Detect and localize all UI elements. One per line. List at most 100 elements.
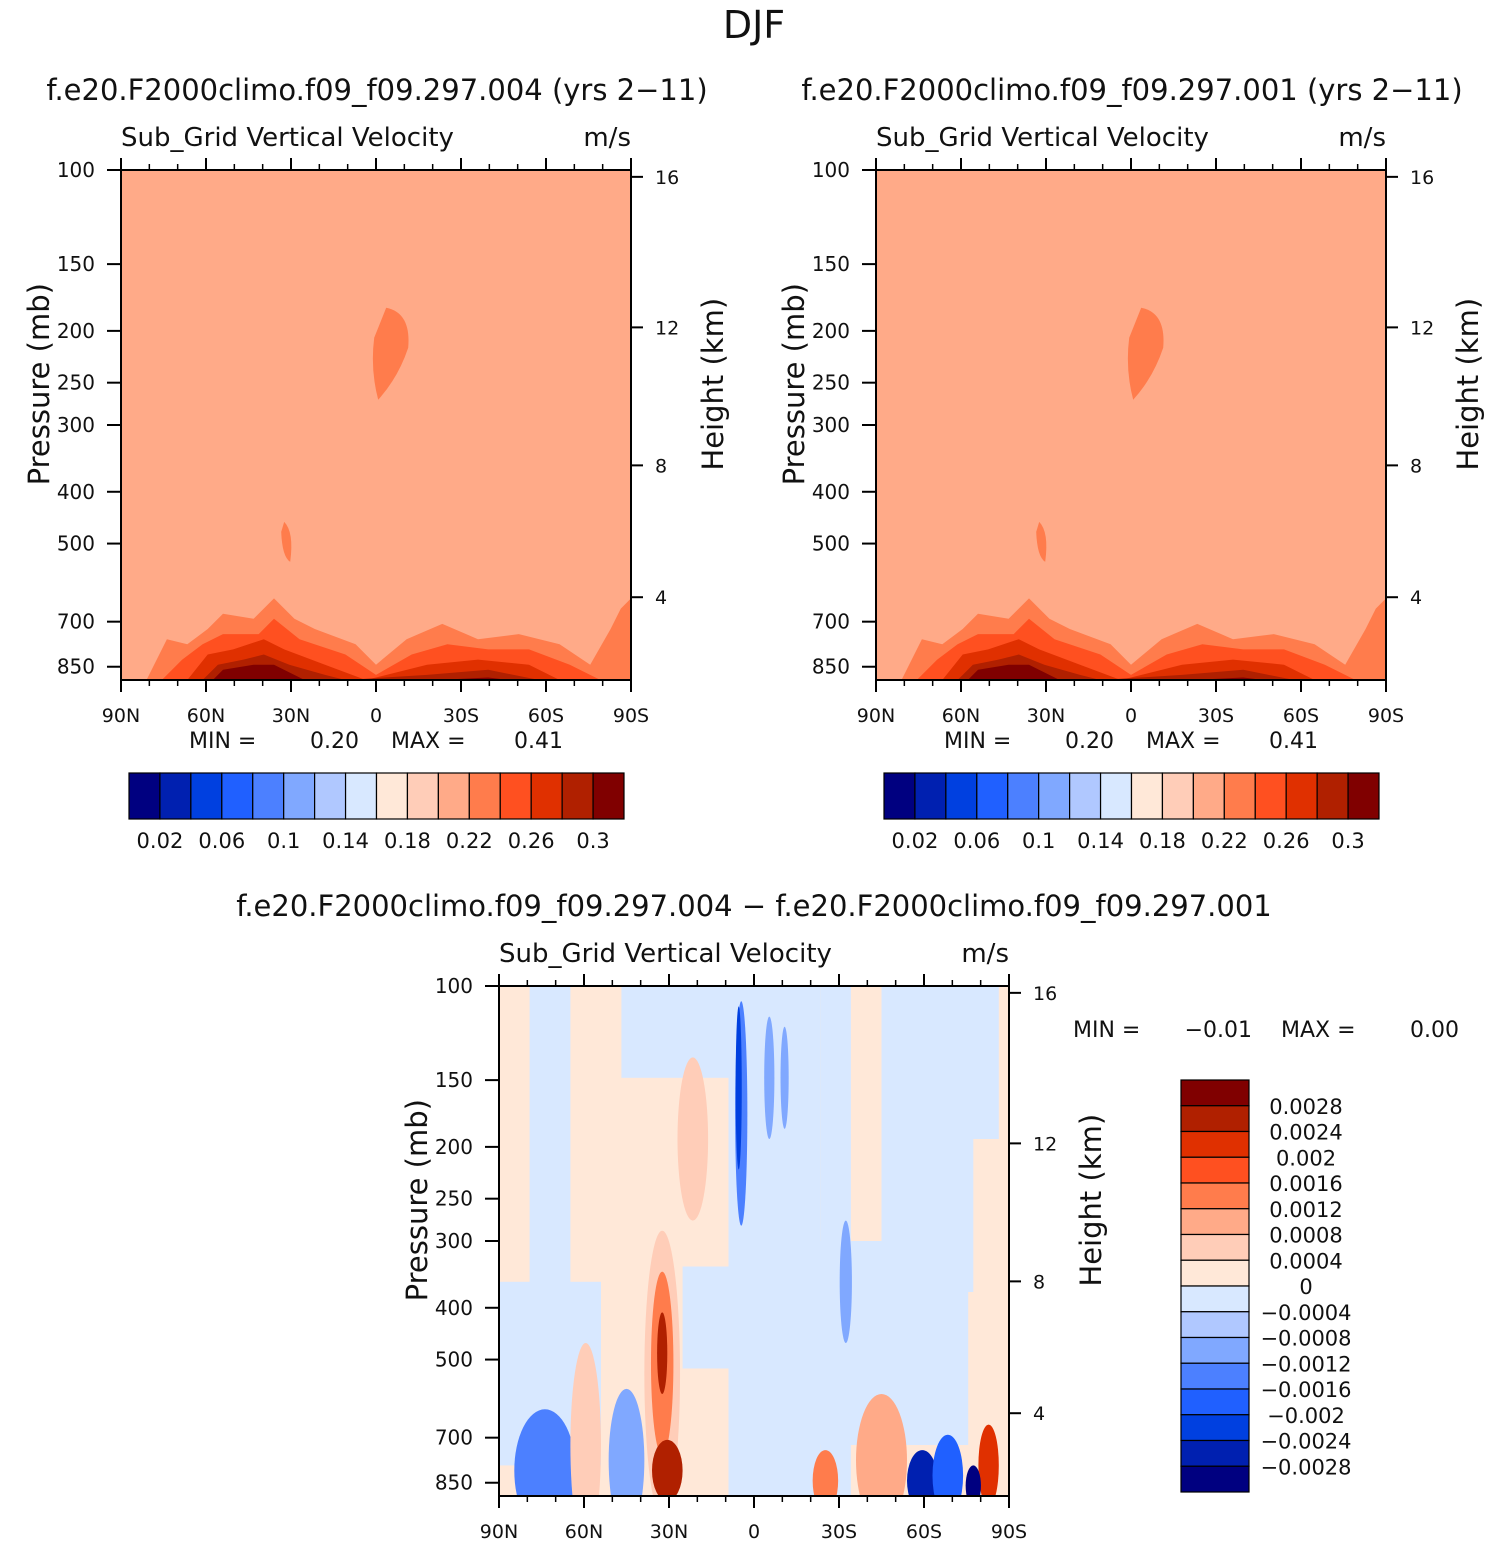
- contour-band-max: [121, 664, 631, 680]
- colorbar-box: [1069, 772, 1102, 820]
- units-label: m/s: [1338, 123, 1386, 153]
- colorbar-box: [883, 772, 916, 820]
- colorbar-box: [1180, 1156, 1250, 1184]
- contour-neg-blob: [780, 1026, 789, 1129]
- contour-neg-blob: [514, 1409, 576, 1496]
- x-tick-label: 60S: [1283, 705, 1319, 727]
- contour-region: [968, 986, 999, 1139]
- y-tick-label: 300: [435, 1229, 473, 1253]
- colorbar-box: [976, 772, 1009, 820]
- panel-difference: f.e20.F2000climo.f09_f09.297.004 − f.e20…: [236, 889, 1459, 1543]
- colorbar-box: [1180, 1079, 1250, 1107]
- x-tick-label: 30N: [650, 1521, 688, 1543]
- colorbar-box: [252, 772, 285, 820]
- contour-pos-blob: [812, 1450, 839, 1496]
- colorbar-box: [1192, 772, 1225, 820]
- colorbar-box: [1180, 1465, 1250, 1493]
- contour-pos-blob: [978, 1424, 999, 1496]
- colorbar-box: [1180, 1439, 1250, 1467]
- y-tick-label: 700: [812, 610, 850, 634]
- y-right-tick-label: 16: [655, 167, 679, 189]
- contour-field: [499, 986, 1009, 1496]
- colorbar-label: 0.02: [892, 829, 939, 853]
- y-tick-label: 150: [812, 252, 850, 276]
- x-tick-label: 30S: [443, 705, 479, 727]
- background-fill: [876, 170, 1386, 680]
- colorbar-box: [1007, 772, 1040, 820]
- y-tick-label: 300: [57, 413, 95, 437]
- background-fill: [121, 170, 631, 680]
- colorbar-box: [1180, 1105, 1250, 1133]
- colorbar-box: [1254, 772, 1287, 820]
- colorbar-box: [1180, 1259, 1250, 1287]
- x-tick-label: 90N: [102, 705, 140, 727]
- max-value: 0.00: [1410, 1018, 1459, 1043]
- contour-pos-blob: [570, 1343, 601, 1496]
- colorbar-label: 0.002: [1276, 1146, 1336, 1170]
- y-tick-label: 200: [812, 319, 850, 343]
- y-tick-label: 150: [57, 252, 95, 276]
- contour-pos-blob: [677, 1057, 709, 1221]
- colorbar-label: −0.0028: [1260, 1455, 1351, 1479]
- colorbar-label: 0.22: [446, 829, 493, 853]
- x-tick-label: 30S: [821, 1521, 857, 1543]
- colorbar-box: [1130, 772, 1164, 820]
- units-label: m/s: [583, 123, 631, 153]
- contour-mid-blob: [281, 521, 292, 562]
- colorbar-box: [406, 772, 439, 820]
- y-right-tick-label: 4: [655, 587, 667, 609]
- colorbar-label: 0.06: [198, 829, 245, 853]
- y-tick-label: 100: [435, 974, 473, 998]
- panel-case-001: f.e20.F2000climo.f09_f09.297.001 (yrs 2−…: [777, 73, 1485, 853]
- colorbar-label: 0.0016: [1269, 1172, 1342, 1196]
- colorbar-box: [1223, 772, 1256, 820]
- colorbar-label: 0.14: [322, 829, 369, 853]
- contour-pos-blob: [657, 1312, 668, 1394]
- x-tick-label: 90S: [613, 705, 649, 727]
- x-tick-label: 90S: [1368, 705, 1404, 727]
- x-tick-label: 90N: [857, 705, 895, 727]
- max-value: 0.41: [514, 729, 563, 754]
- y-tick-label: 500: [57, 532, 95, 556]
- colorbar-box: [1180, 1285, 1250, 1313]
- contour-upper-blob: [1127, 307, 1164, 400]
- y-axis-title: Pressure (mb): [777, 283, 811, 485]
- colorbar-box: [1099, 772, 1133, 820]
- contour-pos-blob: [652, 1439, 683, 1496]
- x-tick-label: 90S: [991, 1521, 1027, 1543]
- colorbar-box: [592, 772, 625, 820]
- y-right-tick-label: 16: [1410, 167, 1434, 189]
- x-tick-label: 60S: [528, 705, 564, 727]
- min-label: MIN =: [944, 729, 1011, 754]
- contour-neg-blob: [608, 1388, 645, 1496]
- max-value: 0.41: [1269, 729, 1318, 754]
- colorbar-box: [1285, 772, 1318, 820]
- y-right-tick-label: 16: [1033, 983, 1057, 1005]
- colorbar-box: [530, 772, 563, 820]
- contour-neg-blob: [965, 1465, 981, 1496]
- variable-name: Sub_Grid Vertical Velocity: [876, 123, 1209, 153]
- panel-case-004: f.e20.F2000climo.f09_f09.297.004 (yrs 2−…: [22, 73, 730, 853]
- colorbar-box: [1180, 1182, 1250, 1210]
- colorbar-box: [190, 772, 223, 820]
- y-tick-label: 700: [57, 610, 95, 634]
- units-label: m/s: [961, 939, 1009, 969]
- colorbar-label: −0.0024: [1260, 1430, 1351, 1454]
- contour-neg-blob: [735, 1006, 742, 1170]
- colorbar-label: 0.3: [576, 829, 609, 853]
- y-tick-label: 250: [812, 371, 850, 395]
- y-tick-label: 100: [57, 158, 95, 182]
- min-value: 0.20: [1065, 729, 1114, 754]
- colorbar-label: 0.14: [1077, 829, 1124, 853]
- contour-field: [121, 170, 631, 680]
- y-axis-title: Pressure (mb): [400, 1099, 434, 1301]
- y-right-tick-label: 4: [1033, 1403, 1045, 1425]
- colorbar-box: [1347, 772, 1380, 820]
- contour-region: [621, 986, 734, 1078]
- colorbar-box: [1161, 772, 1194, 820]
- colorbar-label: −0.0004: [1260, 1301, 1351, 1325]
- colorbar-box: [128, 772, 161, 820]
- contour-upper-blob: [372, 307, 409, 400]
- y-tick-label: 400: [812, 480, 850, 504]
